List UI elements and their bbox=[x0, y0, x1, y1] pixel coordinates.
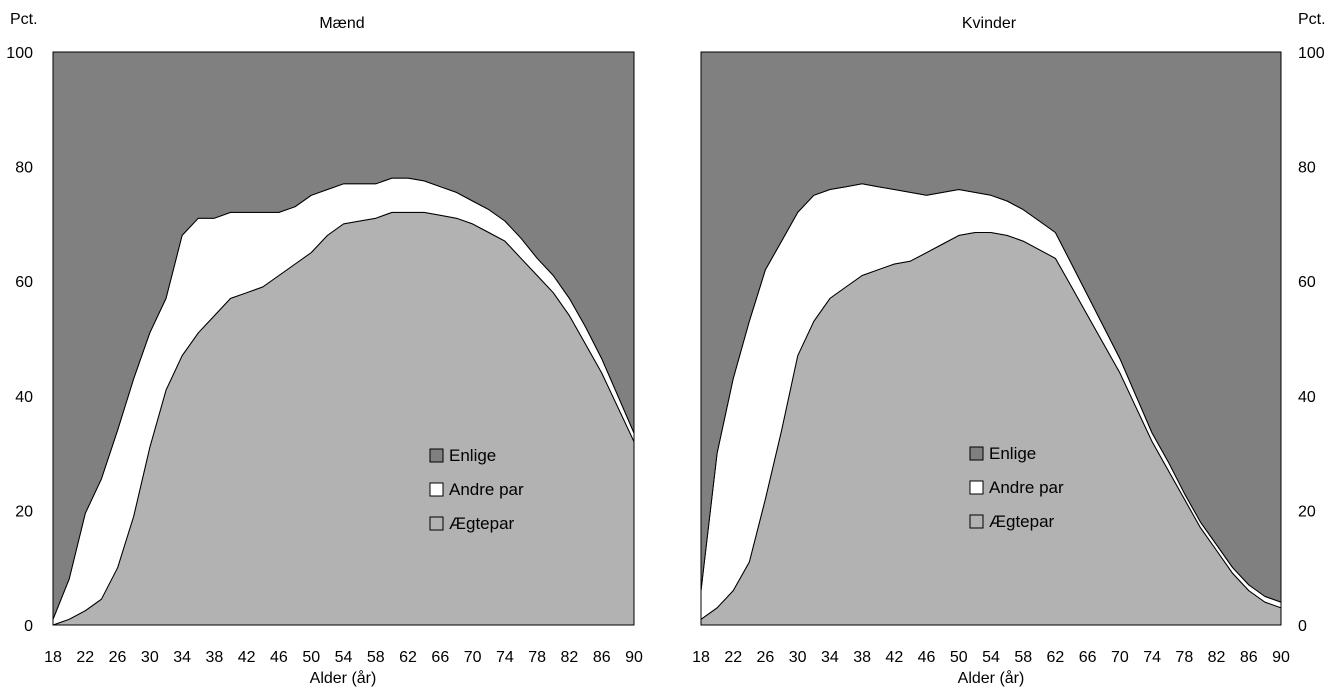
areas-kvinder bbox=[700, 51, 1282, 626]
legend-swatch bbox=[969, 514, 984, 529]
x-tick-label: 78 bbox=[1175, 649, 1193, 666]
legend-label: Andre par bbox=[989, 478, 1064, 497]
y-tick-label: 100 bbox=[6, 45, 33, 62]
x-tick-label: 86 bbox=[1240, 649, 1258, 666]
y-ticks-left: 0 20 40 60 80 100 bbox=[6, 45, 33, 635]
panel-title-kvinder: Kvinder bbox=[962, 15, 1017, 32]
x-tick-label: 22 bbox=[76, 649, 94, 666]
y-tick-label: 20 bbox=[1298, 503, 1316, 520]
y-axis-label-right: Pct. bbox=[1298, 11, 1326, 28]
legend-swatch bbox=[969, 446, 984, 461]
x-tick-label: 38 bbox=[853, 649, 871, 666]
x-tick-label: 62 bbox=[1047, 649, 1065, 666]
x-tick-label: 38 bbox=[205, 649, 223, 666]
x-axis-label-kvinder: Alder (år) bbox=[958, 669, 1025, 687]
x-tick-label: 82 bbox=[1208, 649, 1226, 666]
legend-maend: Enlige Andre par Ægtepar bbox=[429, 446, 524, 533]
x-tick-label: 70 bbox=[1111, 649, 1129, 666]
x-tick-label: 50 bbox=[950, 649, 968, 666]
x-tick-label: 46 bbox=[270, 649, 288, 666]
y-tick-label: 60 bbox=[15, 274, 33, 291]
x-tick-label: 34 bbox=[173, 649, 191, 666]
x-tick-label: 42 bbox=[885, 649, 903, 666]
plot-frame-kvinder bbox=[700, 51, 1282, 626]
x-tick-label: 90 bbox=[1272, 649, 1290, 666]
plot-frame-maend bbox=[52, 51, 635, 626]
x-tick-label: 86 bbox=[593, 649, 611, 666]
x-tick-label: 26 bbox=[109, 649, 127, 666]
x-tick-label: 30 bbox=[141, 649, 159, 666]
x-tick-label: 66 bbox=[431, 649, 449, 666]
y-tick-label: 100 bbox=[1298, 45, 1325, 62]
x-axis-label-maend: Alder (år) bbox=[310, 669, 377, 687]
x-tick-label: 26 bbox=[757, 649, 775, 666]
x-ticks-kvinder: 18 22 26 30 34 38 42 46 50 54 58 62 66 70 74 78 82 86 90 bbox=[692, 649, 1290, 666]
panel-title-maend: Mænd bbox=[319, 15, 364, 32]
x-tick-label: 46 bbox=[918, 649, 936, 666]
x-tick-label: 50 bbox=[302, 649, 320, 666]
y-tick-label: 0 bbox=[1298, 618, 1307, 635]
x-tick-label: 18 bbox=[44, 649, 62, 666]
y-tick-label: 80 bbox=[15, 160, 33, 177]
legend-label: Ægtepar bbox=[449, 514, 515, 533]
areas-maend bbox=[52, 51, 635, 626]
y-tick-label: 20 bbox=[15, 503, 33, 520]
legend-swatch bbox=[429, 448, 444, 463]
y-tick-label: 40 bbox=[1298, 389, 1316, 406]
x-tick-label: 54 bbox=[335, 649, 353, 666]
legend-swatch bbox=[429, 482, 444, 497]
y-tick-label: 60 bbox=[1298, 274, 1316, 291]
legend-swatch bbox=[429, 516, 444, 531]
legend-kvinder: Enlige Andre par Ægtepar bbox=[969, 444, 1064, 531]
legend-label: Andre par bbox=[449, 480, 524, 499]
x-tick-label: 54 bbox=[982, 649, 1000, 666]
legend-label: Enlige bbox=[989, 444, 1036, 463]
x-tick-label: 42 bbox=[238, 649, 256, 666]
x-tick-label: 30 bbox=[789, 649, 807, 666]
legend-swatch bbox=[969, 480, 984, 495]
x-ticks-maend: 18 22 26 30 34 38 42 46 50 54 58 62 66 70 74 78 82 86 90 bbox=[44, 649, 643, 666]
x-tick-label: 58 bbox=[367, 649, 385, 666]
x-tick-label: 34 bbox=[821, 649, 839, 666]
x-tick-label: 66 bbox=[1079, 649, 1097, 666]
x-tick-label: 74 bbox=[1143, 649, 1161, 666]
y-tick-label: 80 bbox=[1298, 160, 1316, 177]
x-tick-label: 22 bbox=[724, 649, 742, 666]
x-tick-label: 90 bbox=[625, 649, 643, 666]
x-tick-label: 58 bbox=[1014, 649, 1032, 666]
x-tick-label: 78 bbox=[528, 649, 546, 666]
x-tick-label: 62 bbox=[399, 649, 417, 666]
y-tick-label: 40 bbox=[15, 389, 33, 406]
y-axis-label-left: Pct. bbox=[10, 11, 38, 28]
x-tick-label: 18 bbox=[692, 649, 710, 666]
x-tick-label: 70 bbox=[464, 649, 482, 666]
y-ticks-right: 0 20 40 60 80 100 bbox=[1298, 45, 1325, 635]
y-tick-label: 0 bbox=[24, 618, 33, 635]
legend-label: Enlige bbox=[449, 446, 496, 465]
panel-kvinder: Kvinder Pct. Alder (år) 0 20 40 60 80 100 18 2… bbox=[692, 11, 1325, 687]
x-tick-label: 74 bbox=[496, 649, 514, 666]
x-tick-label: 82 bbox=[561, 649, 579, 666]
legend-label: Ægtepar bbox=[989, 512, 1055, 531]
panel-maend: Mænd Pct. Alder (år) 0 20 40 60 80 100 18 22 26… bbox=[6, 11, 643, 687]
